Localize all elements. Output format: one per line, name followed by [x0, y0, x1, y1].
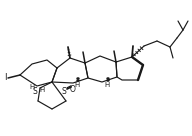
- Text: H: H: [74, 82, 80, 88]
- Text: H: H: [29, 84, 35, 90]
- Text: H: H: [104, 82, 110, 88]
- Text: H: H: [39, 87, 45, 93]
- Text: S: S: [62, 86, 66, 95]
- Text: S: S: [33, 86, 37, 95]
- Text: I: I: [4, 73, 6, 83]
- Text: O: O: [70, 86, 76, 95]
